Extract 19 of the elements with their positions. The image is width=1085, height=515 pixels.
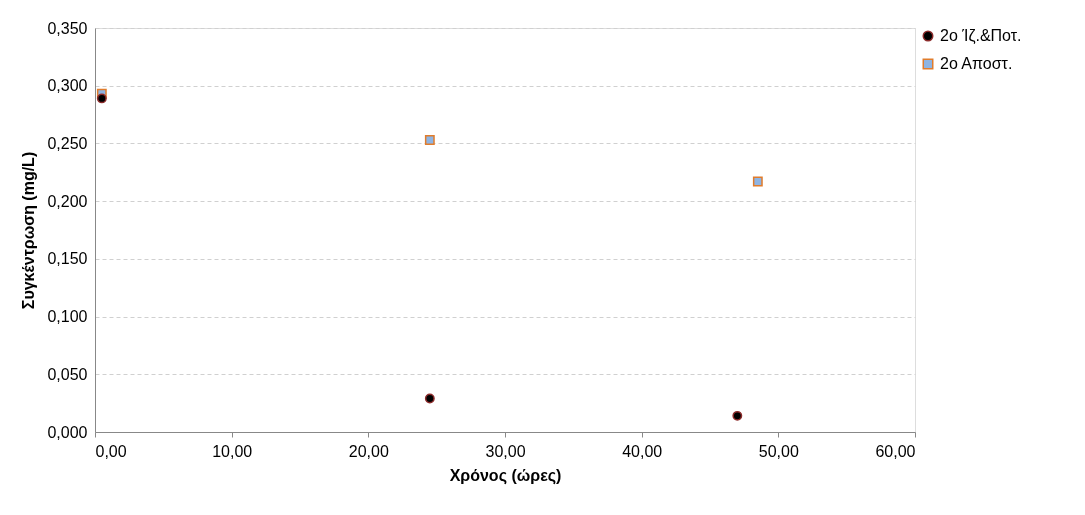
- y-tick-label: 0,000: [47, 423, 88, 441]
- x-tick-label: 60,00: [875, 442, 916, 460]
- y-tick-label: 0,100: [47, 308, 88, 326]
- y-tick-label: 0,350: [47, 19, 88, 37]
- y-tick-label: 0,300: [47, 77, 88, 95]
- x-tick-label: 40,00: [622, 442, 663, 460]
- x-tick-label: 10,00: [212, 442, 253, 460]
- y-axis-title: Συγκέντρωση (mg/L): [20, 151, 38, 310]
- y-tick-label: 0,150: [47, 250, 88, 268]
- legend-label: 2ο Ίζ.&Ποτ.: [940, 27, 1022, 45]
- y-tick-label: 0,250: [47, 134, 88, 152]
- x-tick-label: 0,00: [95, 442, 127, 460]
- x-tick-label: 20,00: [348, 442, 389, 460]
- y-tick-label: 0,050: [47, 365, 88, 383]
- x-tick-label: 50,00: [758, 442, 799, 460]
- legend-label: 2ο Αποστ.: [940, 55, 1013, 72]
- y-tick-label: 0,200: [47, 192, 88, 210]
- x-tick-label: 30,00: [485, 442, 526, 460]
- x-axis-title: Χρόνος (ώρες): [449, 466, 562, 485]
